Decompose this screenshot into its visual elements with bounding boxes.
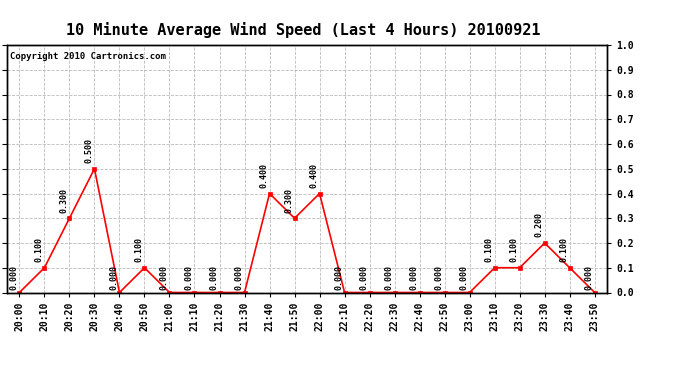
- Text: 0.300: 0.300: [59, 188, 68, 213]
- Text: 0.000: 0.000: [210, 265, 219, 290]
- Text: 0.000: 0.000: [159, 265, 168, 290]
- Text: 0.000: 0.000: [410, 265, 419, 290]
- Text: 0.000: 0.000: [10, 265, 19, 290]
- Text: Copyright 2010 Cartronics.com: Copyright 2010 Cartronics.com: [10, 53, 166, 62]
- Text: 0.000: 0.000: [110, 265, 119, 290]
- Text: 0.500: 0.500: [84, 138, 93, 163]
- Text: 0.100: 0.100: [135, 237, 144, 262]
- Text: 0.000: 0.000: [435, 265, 444, 290]
- Text: 0.000: 0.000: [460, 265, 469, 290]
- Text: 0.100: 0.100: [34, 237, 43, 262]
- Text: 0.000: 0.000: [235, 265, 244, 290]
- Text: 0.000: 0.000: [584, 265, 593, 290]
- Text: 0.300: 0.300: [284, 188, 293, 213]
- Text: 0.000: 0.000: [384, 265, 393, 290]
- Text: 0.000: 0.000: [335, 265, 344, 290]
- Text: 0.000: 0.000: [359, 265, 368, 290]
- Text: 0.100: 0.100: [560, 237, 569, 262]
- Text: 0.000: 0.000: [184, 265, 193, 290]
- Text: 0.400: 0.400: [310, 163, 319, 188]
- Text: 0.100: 0.100: [484, 237, 493, 262]
- Text: 0.400: 0.400: [259, 163, 268, 188]
- Text: 10 Minute Average Wind Speed (Last 4 Hours) 20100921: 10 Minute Average Wind Speed (Last 4 Hou…: [66, 22, 541, 39]
- Text: 0.100: 0.100: [510, 237, 519, 262]
- Text: 0.200: 0.200: [535, 213, 544, 237]
